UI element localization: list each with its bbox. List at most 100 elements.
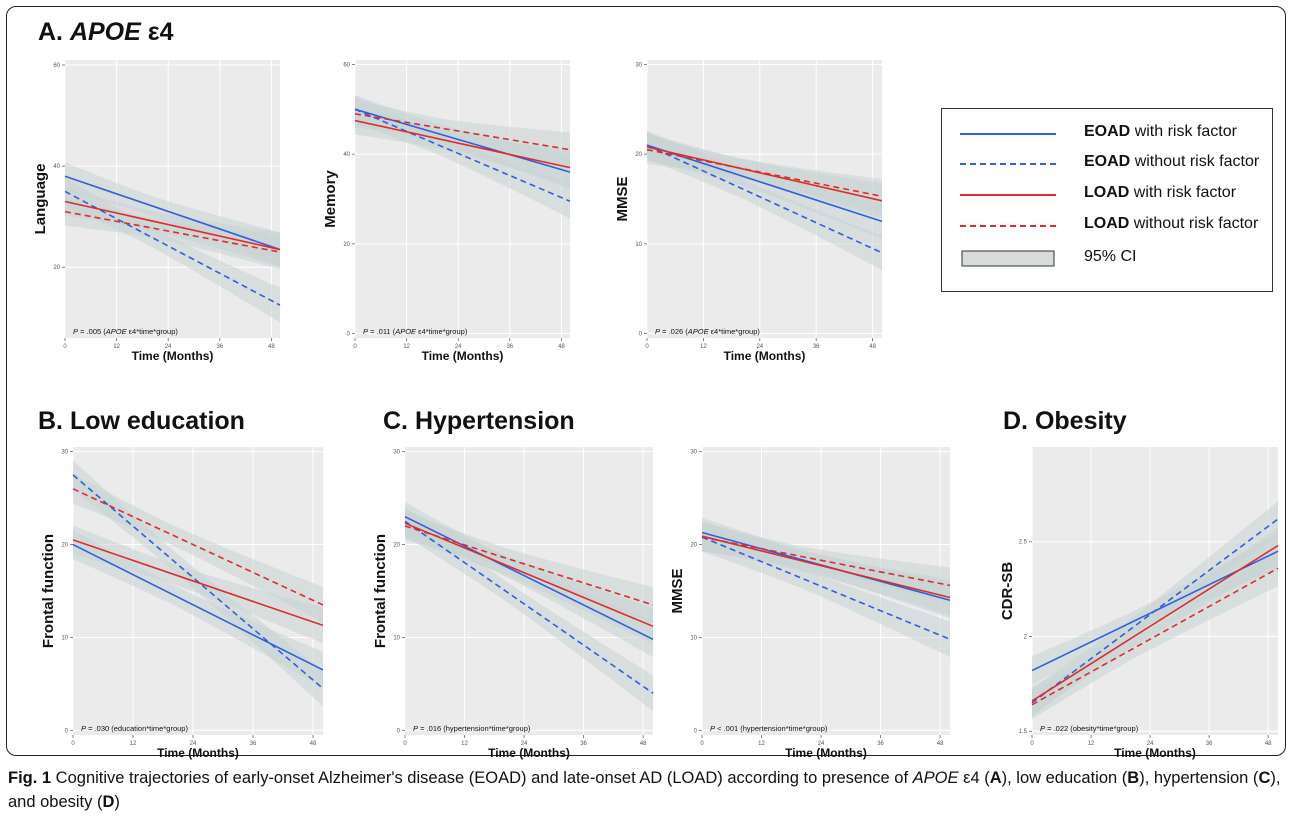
- y-tick-label: 0: [694, 728, 698, 734]
- legend-item-eoad-with: EOAD with risk factor: [942, 123, 1272, 147]
- figure-frame: [6, 6, 1286, 756]
- series-line-eoad-without: [354, 108, 571, 202]
- x-axis-label: Time (Months): [724, 349, 806, 363]
- x-tick-label: 12: [113, 344, 120, 350]
- legend-item-eoad-without: EOAD without risk factor: [942, 153, 1272, 177]
- x-tick-label: 36: [877, 741, 884, 747]
- x-tick-label: 24: [165, 344, 172, 350]
- legend-item-load-with: LOAD with risk factor: [942, 184, 1272, 208]
- y-tick-label: 2.5: [1019, 540, 1028, 546]
- x-axis-label: Time (Months): [132, 349, 214, 363]
- section-title-a: A. APOE ε4: [38, 18, 174, 46]
- x-tick-label: 12: [461, 741, 468, 747]
- series-line-eoad-without: [646, 144, 883, 254]
- x-tick-label: 48: [268, 344, 275, 350]
- figure-caption: Fig. 1 Cognitive trajectories of early-o…: [8, 769, 1281, 811]
- ci-band-load-without: [405, 511, 653, 623]
- x-tick-label: 0: [63, 344, 67, 350]
- y-axis-label: MMSE: [669, 569, 686, 614]
- y-tick-label: 40: [343, 152, 350, 158]
- y-tick-label: 0: [347, 332, 351, 338]
- legend-ci-swatch: [961, 250, 1055, 267]
- legend-line-eoad-without: [960, 163, 1056, 165]
- ci-band-load-without: [65, 197, 280, 270]
- legend-item-load-without: LOAD without risk factor: [942, 215, 1272, 239]
- x-tick-label: 48: [558, 344, 565, 350]
- series-line-load-without: [64, 210, 281, 253]
- y-tick-label: 2: [1024, 634, 1028, 640]
- x-tick-label: 12: [758, 741, 765, 747]
- y-axis-label: Memory: [322, 170, 339, 228]
- series-line-eoad-without: [404, 520, 654, 694]
- y-tick-label: 10: [393, 635, 400, 641]
- y-tick-label: 0: [397, 728, 401, 734]
- series-line-load-without: [701, 536, 951, 587]
- y-tick-label: 20: [635, 152, 642, 158]
- series-line-eoad-without: [1031, 518, 1279, 704]
- series-line-load-without: [404, 525, 654, 606]
- x-tick-label: 12: [403, 344, 410, 350]
- y-tick-label: 40: [53, 164, 60, 170]
- series-line-load-without: [354, 113, 571, 151]
- x-tick-label: 24: [818, 741, 825, 747]
- y-axis-label: Frontal function: [40, 534, 57, 648]
- series-line-eoad-without: [72, 474, 324, 690]
- series-line-load-with: [701, 535, 951, 599]
- y-axis-label: Frontal function: [372, 534, 389, 648]
- legend-line-eoad-with: [960, 133, 1056, 135]
- legend-line-load-without: [960, 225, 1056, 227]
- x-tick-label: 36: [1206, 741, 1213, 747]
- y-axis-label: MMSE: [614, 177, 631, 222]
- series-line-load-without: [72, 488, 324, 606]
- x-tick-label: 0: [1030, 741, 1034, 747]
- x-tick-label: 48: [869, 344, 876, 350]
- series-line-load-with: [1031, 544, 1279, 702]
- x-tick-label: 36: [506, 344, 513, 350]
- x-axis-label: Time (Months): [785, 746, 867, 760]
- y-tick-label: 60: [343, 62, 350, 68]
- y-tick-label: 10: [690, 635, 697, 641]
- x-tick-label: 0: [71, 741, 75, 747]
- x-tick-label: 48: [1265, 741, 1272, 747]
- x-tick-label: 24: [521, 741, 528, 747]
- series-line-load-with: [354, 119, 571, 169]
- x-tick-label: 24: [190, 741, 197, 747]
- series-line-eoad-with: [72, 543, 324, 671]
- series-line-eoad-with: [404, 515, 654, 641]
- x-axis-label: Time (Months): [1114, 746, 1196, 760]
- y-tick-label: 20: [393, 543, 400, 549]
- ci-band-load-without: [1032, 550, 1278, 720]
- p-value-annotation: P = .030 (education*time*group): [81, 724, 188, 733]
- x-tick-label: 24: [455, 344, 462, 350]
- x-axis-label: Time (Months): [488, 746, 570, 760]
- series-line-eoad-without: [64, 190, 281, 306]
- y-tick-label: 1.5: [1019, 729, 1028, 735]
- series-line-load-with: [646, 146, 883, 202]
- section-title-d: D. Obesity: [1003, 407, 1127, 435]
- series-line-eoad-with: [64, 175, 281, 251]
- x-tick-label: 12: [700, 344, 707, 350]
- y-tick-label: 20: [61, 543, 68, 549]
- ci-band-load-without: [355, 99, 570, 167]
- y-tick-label: 10: [61, 635, 68, 641]
- series-line-eoad-with: [354, 108, 571, 173]
- y-tick-label: 0: [639, 332, 643, 338]
- series-line-eoad-without: [701, 536, 951, 641]
- y-tick-label: 60: [53, 63, 60, 69]
- x-tick-label: 48: [640, 741, 647, 747]
- y-axis-label: Language: [32, 164, 49, 235]
- y-tick-label: 20: [53, 265, 60, 271]
- y-tick-label: 30: [690, 450, 697, 456]
- y-tick-label: 30: [61, 450, 68, 456]
- x-tick-label: 36: [580, 741, 587, 747]
- series-line-load-with: [64, 200, 281, 251]
- section-title-c: C. Hypertension: [383, 407, 575, 435]
- y-tick-label: 30: [393, 450, 400, 456]
- series-line-load-with: [404, 522, 654, 628]
- x-tick-label: 0: [700, 741, 704, 747]
